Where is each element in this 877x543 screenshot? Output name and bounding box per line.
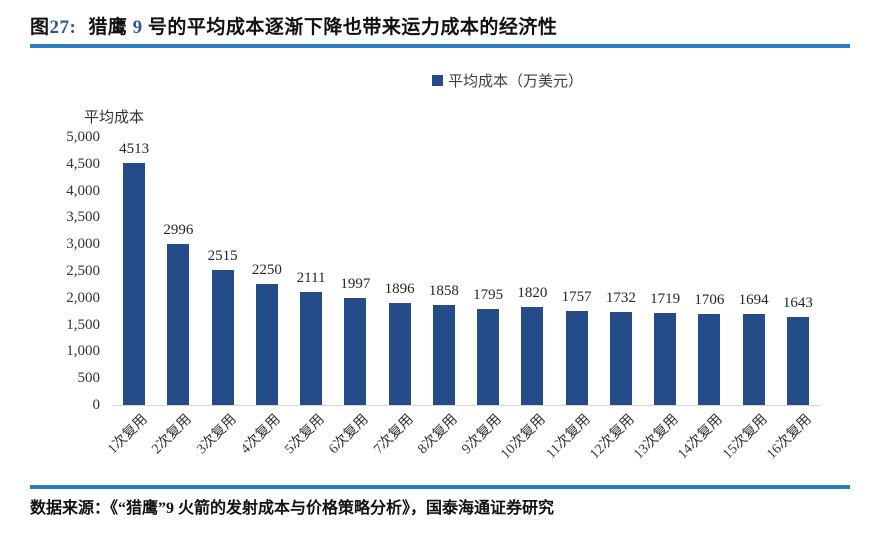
figure-title-text-2: 号的平均成本逐渐下降也带来运力成本的经济性 <box>142 17 558 38</box>
bar-value-label: 2111 <box>296 269 326 286</box>
y-tick-label: 4,500 <box>66 155 100 172</box>
bar <box>123 163 146 405</box>
footer-rule <box>30 485 850 489</box>
bar-value-label: 1732 <box>605 290 636 307</box>
figure-title-text-1: 猎鹰 <box>88 17 133 38</box>
chart-legend: 平均成本（万美元） <box>432 70 583 91</box>
y-tick-label: 2,000 <box>66 289 100 306</box>
bar-value-label: 2996 <box>163 222 194 239</box>
bar-value-label: 1694 <box>738 292 769 309</box>
bar <box>609 312 632 405</box>
bar-value-label: 1706 <box>694 291 725 308</box>
bar-value-label: 1795 <box>473 286 504 303</box>
bar <box>654 312 677 405</box>
bar <box>432 305 455 405</box>
source-note: 数据来源：《“猎鹰”9 火箭的发射成本与价格策略分析》，国泰海通证券研究 <box>30 500 555 517</box>
bar-value-label: 2250 <box>251 262 282 279</box>
bar <box>388 303 411 405</box>
bar-value-label: 1997 <box>340 275 371 292</box>
bar-value-label: 1757 <box>561 288 592 305</box>
bar <box>742 314 765 405</box>
bar <box>167 244 190 405</box>
figure-number: 27: <box>49 17 77 38</box>
y-tick-label: 2,500 <box>66 263 100 279</box>
bar <box>300 291 323 405</box>
legend-marker-icon <box>432 75 443 86</box>
bar <box>521 307 544 405</box>
figure-label-prefix: 图 <box>30 17 50 38</box>
bar <box>211 270 234 405</box>
bar-value-label: 1719 <box>650 290 681 307</box>
y-tick-label: 500 <box>77 370 101 387</box>
bar <box>565 310 588 405</box>
y-axis-title: 平均成本 <box>84 110 145 126</box>
x-axis-line <box>112 405 820 406</box>
bar <box>477 308 500 405</box>
y-tick-label: 1,000 <box>66 343 100 360</box>
bar <box>255 284 278 405</box>
bar-value-label: 1820 <box>517 285 548 302</box>
figure-title-number: 9 <box>132 17 143 38</box>
legend-label: 平均成本（万美元） <box>448 74 584 90</box>
y-tick-label: 5,000 <box>66 129 100 145</box>
y-tick-label: 3,000 <box>66 236 100 253</box>
y-tick-label: 0 <box>92 397 101 413</box>
title-underline-rule <box>30 44 850 48</box>
bar-value-label: 1896 <box>384 281 415 298</box>
bar <box>698 313 721 405</box>
bar-value-label: 2515 <box>207 248 238 265</box>
bar-value-label: 1643 <box>782 294 813 311</box>
y-tick-label: 1,500 <box>66 316 100 333</box>
bar <box>786 316 809 405</box>
y-tick-label: 4,000 <box>66 182 100 199</box>
y-tick-label: 3,500 <box>66 209 100 226</box>
figure-title: 图27: 猎鹰 9 号的平均成本逐渐下降也带来运力成本的经济性 <box>30 12 850 39</box>
bar-value-label: 4513 <box>119 141 150 158</box>
bar <box>344 297 367 405</box>
bar-value-label: 1858 <box>428 283 459 300</box>
